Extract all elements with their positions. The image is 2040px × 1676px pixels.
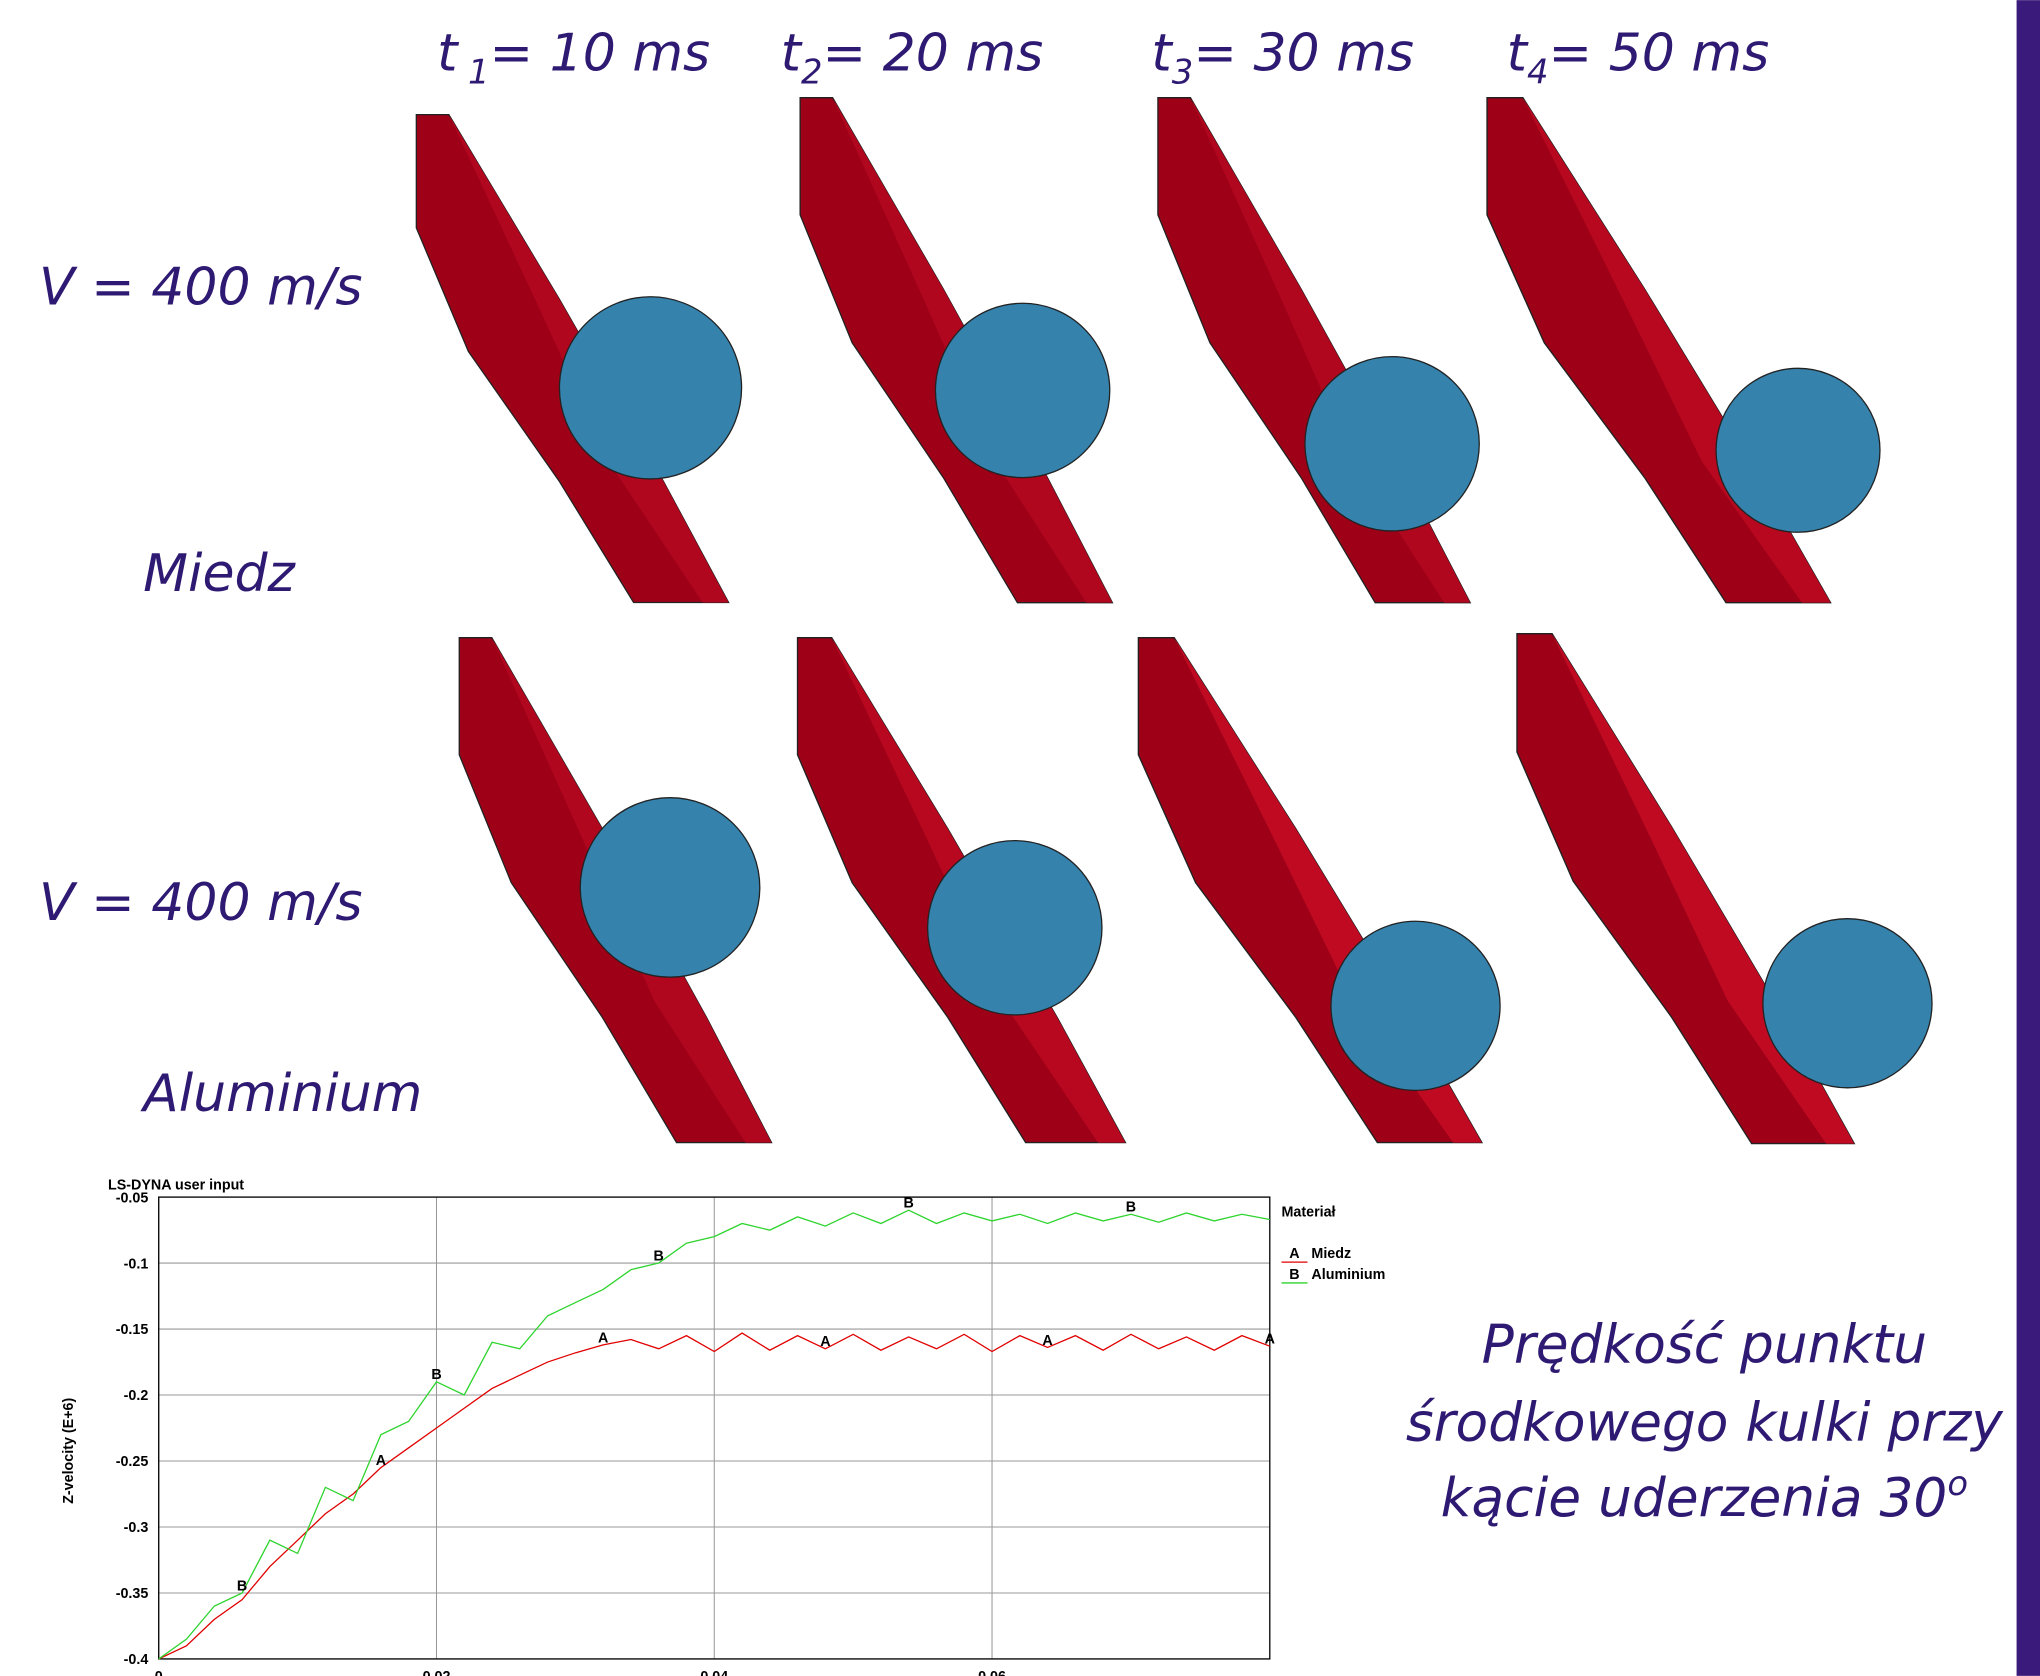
series-marker: A	[598, 1330, 608, 1346]
legend-label: Aluminium	[1311, 1267, 1385, 1283]
plot-frame	[158, 1196, 1271, 1660]
y-tick-label: -0.3	[124, 1520, 149, 1536]
material-label: Aluminium	[140, 1064, 422, 1124]
legend-label: Miedz	[1311, 1246, 1351, 1262]
x-tick-label: 0.02	[423, 1669, 451, 1676]
series-marker: B	[904, 1196, 914, 1212]
series-marker: B	[1126, 1200, 1136, 1216]
y-axis-label: Z-velocity (E+6)	[61, 1398, 77, 1504]
side-bar	[2016, 0, 2040, 1676]
caption-line: środkowego kulki przy	[1406, 1390, 2004, 1453]
series-line	[158, 1332, 1271, 1660]
chart-title: LS-DYNA user input	[108, 1177, 244, 1193]
caption: Prędkość punktu środkowego kulki przy ką…	[1406, 1312, 2004, 1529]
series-marker: B	[654, 1248, 664, 1264]
legend-title: Materiał	[1282, 1205, 1336, 1221]
x-tick-label: 0.04	[700, 1669, 728, 1676]
time-label: t4= 50 ms	[1507, 23, 1770, 91]
series-line	[158, 1209, 1270, 1660]
legend-marker: A	[1289, 1246, 1299, 1262]
velocity-label: V = 400 m/s	[39, 258, 362, 318]
material-label: Miedz	[143, 544, 296, 604]
series-marker: A	[820, 1334, 830, 1350]
chart: LS-DYNA user input Z-velocity (E+6) -0.05 -…	[61, 1177, 1385, 1676]
series-marker: A	[1042, 1333, 1052, 1349]
caption-line: Prędkość punktu	[1482, 1312, 1927, 1375]
time-label: t2= 20 ms	[781, 23, 1044, 91]
y-tick-label: -0.15	[116, 1322, 149, 1338]
time-label: t3= 30 ms	[1151, 23, 1414, 91]
y-tick-label: -0.1	[124, 1256, 149, 1272]
series-marker: A	[1265, 1332, 1275, 1348]
x-tick-label: 0	[155, 1669, 163, 1676]
row-labels: V = 400 m/s Miedz V = 400 m/s Aluminium	[39, 258, 422, 1125]
time-labels: t 1= 10 ms t2= 20 ms t3= 30 ms t4= 50 ms	[437, 23, 1769, 91]
y-tick-label: -0.05	[116, 1190, 149, 1206]
series-marker: B	[237, 1578, 247, 1594]
series-marker: B	[431, 1367, 441, 1383]
x-tick-label: 0.06	[978, 1669, 1006, 1676]
velocity-label: V = 400 m/s	[39, 873, 362, 933]
y-tick-label: -0.35	[116, 1586, 149, 1602]
caption-line: kącie uderzenia 30o	[1441, 1464, 1968, 1529]
series-marker: A	[376, 1453, 386, 1469]
y-tick-label: -0.4	[124, 1652, 149, 1668]
simulation-panels	[415, 97, 1933, 1145]
y-tick-label: -0.2	[124, 1388, 149, 1404]
time-label: t 1= 10 ms	[437, 23, 710, 91]
legend-marker: B	[1289, 1267, 1299, 1283]
y-tick-label: -0.25	[116, 1454, 149, 1470]
